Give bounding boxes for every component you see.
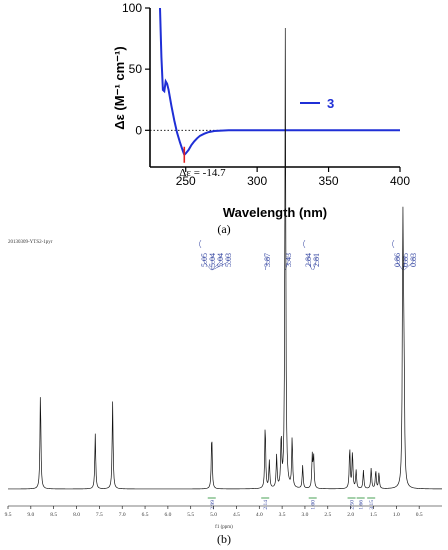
nmr-spectrum-chart: 20130309-YTS2-1pyr 5.05 5.04 5.04 5.03 3.87 3… (5, 27, 442, 546)
nmr-peak-label-group: 3.43 (284, 253, 293, 271)
cd-y-ticks: 100 50 0 (122, 1, 150, 137)
cd-y-tick-label: 100 (122, 1, 142, 15)
nmr-peak-leader (402, 256, 406, 271)
nmr-peak-leader (211, 256, 221, 271)
cd-x-tick-label: 250 (176, 174, 196, 188)
nmr-peak-label: 0.85 (401, 253, 410, 267)
cd-y-tick-label: 50 (129, 62, 143, 76)
nmr-x-ticks: 9.5 9.0 8.5 8.0 7.5 7.0 6.5 6.0 5.5 5.0 4.5 4.0 3.5 3… (5, 506, 423, 518)
cd-legend: 3 (300, 96, 334, 111)
nmr-integration-label: 2.99 (210, 500, 216, 510)
nmr-peak-label: 5.05 (200, 253, 209, 267)
nmr-integration-label: 1.66 (359, 500, 365, 510)
nmr-x-tick-label: 4.5 (233, 512, 240, 518)
panel-b-label: (b) (217, 532, 231, 546)
nmr-peak-label: 3.87 (263, 253, 272, 267)
nmr-x-tick-label: 6.5 (142, 512, 149, 518)
nmr-peak-label: 0.83 (409, 253, 418, 267)
nmr-peak-label-group: 0.86 0.85 0.83 (392, 239, 418, 271)
nmr-peak-label-group: 3.87 (263, 253, 272, 271)
nmr-x-tick-label: 1.5 (370, 512, 377, 518)
nmr-peak-leader (212, 256, 229, 271)
nmr-integration: 1.66 (356, 497, 365, 510)
nmr-x-tick-label: 2.5 (324, 512, 331, 518)
nmr-peak-label: 2.81 (312, 253, 321, 267)
nmr-x-tick-label: 7.0 (119, 512, 126, 518)
nmr-peak-leader (203, 256, 212, 271)
cd-y-axis-title: Δε (M⁻¹ cm⁻¹) (112, 46, 127, 129)
nmr-x-tick-label: 3.5 (279, 512, 286, 518)
nmr-peak-leader (403, 256, 414, 271)
cd-series-3-line (159, 7, 400, 157)
nmr-integration-label: 2.14 (263, 500, 269, 510)
nmr-x-tick-label: 7.5 (96, 512, 103, 518)
nmr-integration-label: 2.50 (350, 500, 356, 510)
nmr-integrations: 2.99 2.14 1.00 2.50 1.66 3.15 (207, 497, 376, 510)
nmr-peak-label: 5.04 (216, 253, 225, 267)
nmr-x-tick-label: 4.0 (256, 512, 263, 518)
nmr-x-tick-label: 9.5 (5, 512, 12, 518)
panel-a-label: (a) (217, 222, 230, 236)
nmr-x-tick-label: 3.0 (302, 512, 309, 518)
nmr-integration: 2.99 (207, 497, 216, 510)
nmr-peak-label-group: 2.84 2.81 (303, 239, 321, 271)
nmr-integration: 2.50 (347, 497, 356, 510)
nmr-peak-leader (396, 256, 403, 271)
nmr-spectrum-line (8, 27, 442, 490)
nmr-x-tick-label: 2.0 (347, 512, 354, 518)
nmr-peak-label: 2.84 (304, 253, 313, 267)
nmr-x-tick-label: 5.0 (210, 512, 217, 518)
nmr-peak-label: 0.86 (393, 253, 402, 267)
legend-label-series-3: 3 (327, 96, 334, 111)
nmr-x-tick-label: 5.5 (187, 512, 194, 518)
nmr-peak-brace (303, 239, 306, 249)
nmr-peak-labels: 5.05 5.04 5.04 5.03 3.87 3.43 2.84 2.81 0.86 0.85… (199, 239, 418, 271)
cd-x-ticks: 250 300 350 400 (176, 167, 410, 188)
nmr-peak-label: 3.43 (284, 253, 293, 267)
cd-annotation-label: Δε = -14.7 (179, 167, 226, 179)
nmr-integration: 2.14 (261, 497, 270, 510)
nmr-integration-label: 1.00 (311, 500, 317, 510)
nmr-peak-brace (392, 239, 395, 249)
nmr-file-title: 20130309-YTS2-1pyr (8, 240, 53, 245)
cd-x-tick-label: 300 (247, 174, 267, 188)
cd-y-tick-label: 0 (135, 123, 142, 137)
nmr-x-tick-label: 8.0 (73, 512, 80, 518)
cd-axes (149, 8, 400, 168)
cd-x-tick-label: 350 (319, 174, 339, 188)
nmr-peak-brace (199, 239, 202, 249)
nmr-integration: 1.00 (308, 497, 317, 510)
nmr-x-tick-label: 6.0 (164, 512, 171, 518)
nmr-peak-label-group: 5.05 5.04 5.04 5.03 (199, 239, 233, 271)
nmr-integration-label: 3.15 (369, 500, 375, 510)
nmr-x-tick-label: 0.5 (416, 512, 423, 518)
nmr-integration: 3.15 (367, 497, 376, 510)
cd-x-axis-title: Wavelength (nm) (223, 205, 327, 220)
nmr-x-tick-label: 1.0 (393, 512, 400, 518)
nmr-peak-leader (313, 256, 317, 271)
nmr-peak-label: 5.04 (208, 253, 217, 267)
nmr-x-tick-label: 9.0 (27, 512, 34, 518)
cd-spectrum-chart: 250 300 350 400 100 50 0 Δε = -14.7 3 Δε (M⁻¹… (112, 1, 410, 236)
nmr-peak-leader (307, 256, 313, 271)
nmr-peak-label: 5.03 (224, 253, 233, 267)
nmr-x-tick-label: 8.5 (50, 512, 57, 518)
cd-x-tick-label: 400 (390, 174, 410, 188)
nmr-peak-leader (264, 256, 268, 271)
nmr-x-axis-title: f1 (ppm) (215, 525, 233, 530)
